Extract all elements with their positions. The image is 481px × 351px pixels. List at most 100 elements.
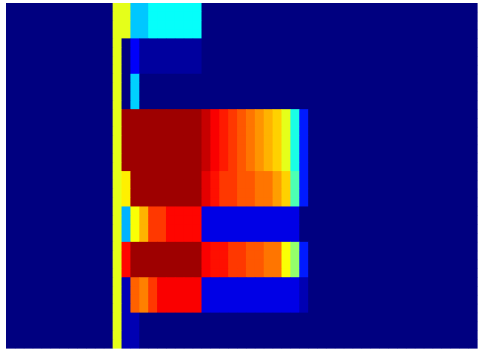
heatmap-cell <box>112 321 123 331</box>
heatmap-cell <box>290 224 300 234</box>
heatmap-cell <box>459 179 469 190</box>
heatmap-cell <box>201 135 211 146</box>
heatmap-cell <box>183 100 194 110</box>
heatmap-cell <box>468 109 478 119</box>
heatmap-cell <box>405 56 416 66</box>
heatmap-cell <box>6 330 16 340</box>
heatmap-cell <box>308 303 318 314</box>
heatmap-cell <box>32 277 43 287</box>
heatmap-cell <box>201 215 211 225</box>
heatmap-cell <box>370 47 380 57</box>
heatmap-cell <box>432 171 443 181</box>
heatmap-cell <box>441 250 451 261</box>
heatmap-cell <box>183 215 194 225</box>
heatmap-cell <box>14 321 25 331</box>
heatmap-cell <box>423 91 434 101</box>
heatmap-cell <box>77 224 87 234</box>
heatmap-cell <box>174 224 185 234</box>
heatmap-cell <box>459 197 469 208</box>
heatmap-cell <box>165 294 176 305</box>
heatmap-cell <box>405 339 416 349</box>
heatmap-cell <box>405 73 416 84</box>
heatmap-cell <box>228 197 238 208</box>
heatmap-cell <box>290 118 300 128</box>
heatmap-cell <box>157 233 167 243</box>
heatmap-cell <box>414 233 425 243</box>
heatmap-cell <box>157 224 167 234</box>
heatmap-cell <box>228 241 238 252</box>
heatmap-cell <box>379 20 389 31</box>
heatmap-cell <box>290 82 300 93</box>
heatmap-cell <box>423 206 434 216</box>
heatmap-cell <box>263 206 274 216</box>
heatmap-cell <box>112 294 123 305</box>
heatmap-cell <box>272 73 283 84</box>
heatmap-cell <box>103 268 114 278</box>
heatmap-cell <box>121 277 132 287</box>
heatmap-cell <box>432 268 443 278</box>
heatmap-cell <box>272 11 283 22</box>
heatmap-cell <box>68 215 78 225</box>
heatmap-cell <box>370 3 380 13</box>
heatmap-cell <box>414 188 425 199</box>
heatmap-cell <box>317 126 327 137</box>
heatmap-cell <box>272 118 283 128</box>
heatmap-cell <box>272 206 283 216</box>
heatmap-cell <box>317 312 327 323</box>
heatmap-cell <box>334 100 345 110</box>
heatmap-cell <box>308 197 318 208</box>
heatmap-cell <box>317 197 327 208</box>
heatmap-cell <box>281 109 291 119</box>
heatmap-cell <box>272 109 283 119</box>
heatmap-cell <box>388 330 398 340</box>
heatmap-cell <box>272 241 283 252</box>
heatmap-cell <box>397 20 407 31</box>
heatmap-cell <box>343 233 354 243</box>
heatmap-cell <box>370 188 380 199</box>
heatmap-cell <box>343 20 354 31</box>
heatmap-cell <box>308 224 318 234</box>
heatmap-cell <box>334 339 345 349</box>
heatmap-cell <box>343 197 354 208</box>
heatmap-cell <box>405 135 416 146</box>
heatmap-cell <box>103 73 114 84</box>
heatmap-cell <box>317 91 327 101</box>
heatmap-cell <box>112 206 123 216</box>
heatmap-cell <box>157 188 167 199</box>
heatmap-cell <box>468 321 478 331</box>
heatmap-cell <box>459 259 469 269</box>
heatmap-cell <box>165 135 176 146</box>
heatmap-cell <box>219 3 229 13</box>
heatmap-cell <box>210 294 220 305</box>
heatmap-cell <box>290 206 300 216</box>
heatmap-cell <box>245 215 256 225</box>
heatmap-cell <box>121 339 132 349</box>
heatmap-cell <box>468 100 478 110</box>
heatmap-cell <box>459 277 469 287</box>
heatmap-cell <box>352 286 363 296</box>
heatmap-cell <box>317 64 327 75</box>
heatmap-cell <box>272 38 283 48</box>
heatmap-cell <box>103 179 114 190</box>
heatmap-cell <box>165 171 176 181</box>
heatmap-cell <box>192 339 203 349</box>
heatmap-cell <box>299 100 309 110</box>
heatmap-cell <box>50 118 60 128</box>
heatmap-cell <box>68 197 78 208</box>
heatmap-cell <box>112 126 123 137</box>
heatmap-cell <box>68 303 78 314</box>
heatmap-cell <box>210 197 220 208</box>
heatmap-cell <box>192 312 203 323</box>
heatmap-cell <box>32 179 43 190</box>
heatmap-cell <box>272 153 283 163</box>
heatmap-cell <box>423 294 434 305</box>
heatmap-cell <box>459 303 469 314</box>
heatmap-cell <box>370 153 380 163</box>
heatmap-cell <box>370 118 380 128</box>
heatmap-cell <box>237 303 247 314</box>
heatmap-cell <box>388 3 398 13</box>
heatmap-cell <box>14 64 25 75</box>
heatmap-cell <box>441 38 451 48</box>
heatmap-cell <box>139 277 149 287</box>
heatmap-cell <box>290 144 300 154</box>
